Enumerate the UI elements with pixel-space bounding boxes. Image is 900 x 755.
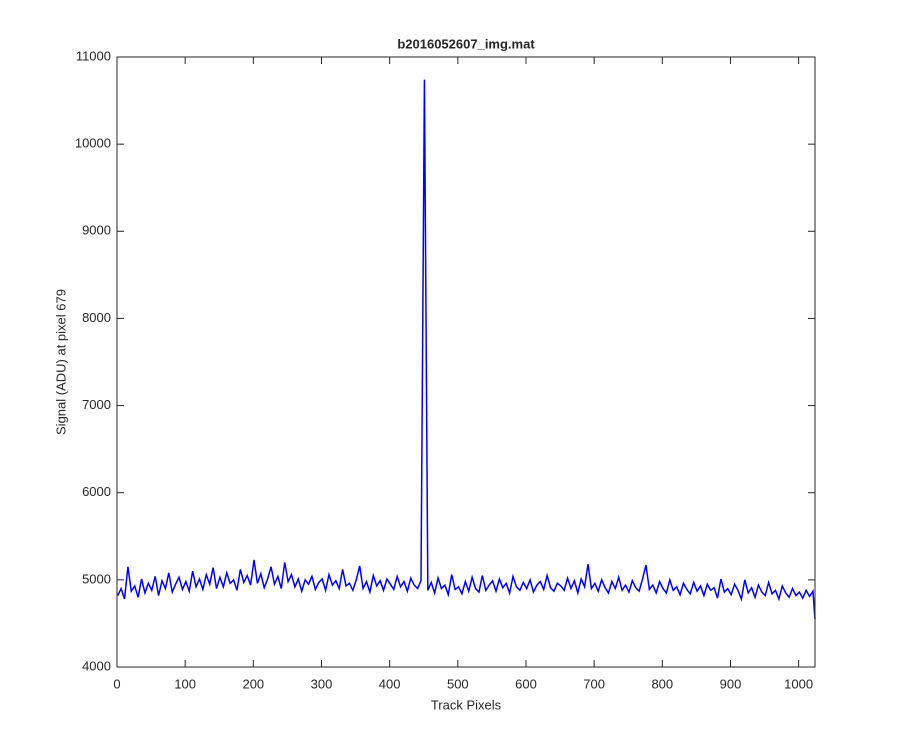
y-axis-label: Signal (ADU) at pixel 679 (53, 289, 68, 435)
y-tick-label: 5000 (82, 571, 111, 586)
y-tick-label: 7000 (82, 397, 111, 412)
x-tick-label: 600 (515, 676, 537, 691)
x-axis-label: Track Pixels (431, 697, 502, 712)
y-tick-label: 10000 (75, 136, 111, 151)
x-tick-label: 700 (583, 676, 605, 691)
x-tick-label: 200 (242, 676, 264, 691)
y-tick-label: 11000 (76, 48, 111, 63)
x-tick-label: 800 (651, 676, 673, 691)
y-tick-label: 9000 (82, 223, 111, 238)
chart-title: b2016052607_img.mat (397, 36, 535, 51)
x-tick-label: 400 (379, 676, 401, 691)
data-line (117, 79, 816, 620)
plot-frame (116, 56, 816, 668)
y-tick-label: 8000 (82, 310, 111, 325)
y-tick-label: 4000 (82, 658, 111, 673)
x-tick-label: 300 (311, 676, 333, 691)
x-tick-label: 100 (174, 676, 196, 691)
x-tick-label: 1000 (784, 676, 813, 691)
x-tick-label: 500 (447, 676, 469, 691)
x-tick-label: 0 (113, 676, 120, 691)
x-tick-label: 900 (720, 676, 742, 691)
y-tick-label: 6000 (82, 484, 111, 499)
